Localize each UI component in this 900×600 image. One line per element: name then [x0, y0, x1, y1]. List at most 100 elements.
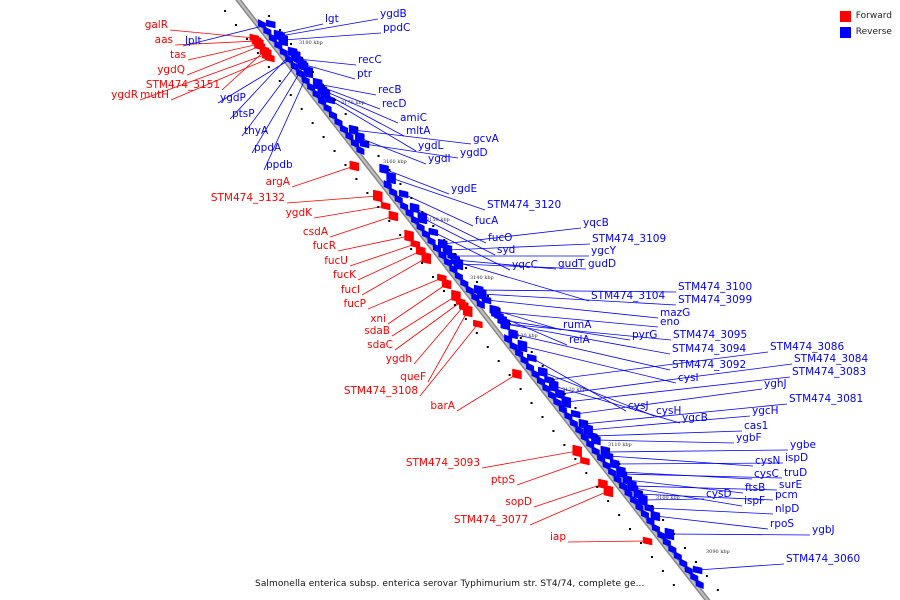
- gene-label: ygbJ: [812, 524, 835, 536]
- leader-line: [353, 129, 472, 145]
- forward-gene-mark: [462, 304, 473, 318]
- locus-marker: [224, 10, 227, 12]
- locus-marker: [475, 332, 478, 334]
- locus-marker: [541, 365, 544, 367]
- gene-label: STM474_3092: [672, 359, 746, 371]
- leader-line: [583, 403, 788, 425]
- locus-marker: [421, 211, 424, 213]
- gene-label: STM474_3151: [146, 79, 220, 91]
- gene-label: mazG: [660, 307, 690, 319]
- locus-marker: [530, 351, 533, 353]
- gene-label: ygdQ: [157, 64, 185, 76]
- gene-label: cysC: [754, 468, 779, 480]
- locus-marker: [388, 220, 391, 222]
- leader-line: [387, 283, 447, 325]
- forward-swatch: [839, 10, 851, 22]
- gene-label: STM474_3095: [673, 329, 747, 341]
- locus-marker: [235, 24, 238, 26]
- locus-marker: [322, 85, 325, 87]
- locus-marker: [497, 309, 500, 311]
- locus-marker: [268, 15, 271, 17]
- gene-label: fucA: [475, 215, 499, 227]
- gene-label: STM474_3094: [672, 343, 746, 355]
- gene-label: ygdK: [286, 207, 314, 219]
- gene-label: ygdE: [451, 183, 477, 195]
- locus-marker: [716, 589, 719, 591]
- leader-line: [458, 263, 587, 270]
- locus-marker: [399, 183, 402, 185]
- locus-marker: [442, 290, 445, 292]
- gene-label: ygbe: [790, 439, 816, 451]
- leader-line: [391, 295, 457, 337]
- leader-line: [548, 351, 769, 381]
- leader-line: [533, 483, 604, 508]
- gene-label: ygbF: [736, 432, 762, 444]
- gene-label: queF: [400, 371, 426, 383]
- gene-label: syd: [497, 244, 515, 256]
- locus-marker: [661, 570, 664, 572]
- locus-marker: [421, 262, 424, 264]
- kbp-tick-label: 3180 kbp: [299, 40, 323, 46]
- locus-marker: [377, 206, 380, 208]
- leader-line: [522, 345, 677, 384]
- gene-label: ptpS: [491, 474, 515, 486]
- locus-marker: [574, 407, 577, 409]
- leader-line: [481, 450, 578, 469]
- gene-label: STM474_3109: [592, 233, 666, 245]
- locus-marker: [486, 346, 489, 348]
- gene-label: fucI: [341, 284, 360, 296]
- gene-label: gcvA: [473, 133, 500, 145]
- locus-marker: [596, 486, 599, 488]
- leader-line: [605, 449, 789, 453]
- leader-line: [322, 89, 399, 124]
- legend-reverse: Reverse: [839, 24, 892, 40]
- forward-gene-mark: [265, 53, 275, 63]
- leader-line: [566, 376, 791, 403]
- locus-marker: [399, 234, 402, 236]
- forward-gene-mark: [580, 456, 590, 466]
- locus-marker: [333, 150, 336, 152]
- gene-label: STM474_3083: [792, 366, 866, 378]
- leader-line: [329, 99, 417, 152]
- gene-label: galR: [145, 19, 168, 31]
- reverse-gene-mark: [386, 171, 396, 185]
- leader-line: [588, 415, 751, 431]
- reverse-gene-mark: [356, 145, 365, 155]
- locus-marker: [585, 472, 588, 474]
- locus-marker: [311, 122, 314, 124]
- gene-label: ispF: [744, 495, 765, 507]
- gene-label: sdaC: [367, 339, 393, 351]
- gene-label: fucO: [488, 232, 512, 244]
- leader-line: [313, 205, 386, 219]
- legend-forward: Forward: [839, 8, 892, 24]
- gene-label: ygcY: [591, 245, 617, 257]
- gene-label: aas: [155, 34, 173, 46]
- leader-line: [638, 493, 774, 501]
- locus-marker: [508, 323, 511, 325]
- leader-line: [337, 235, 410, 252]
- leader-line: [478, 289, 677, 293]
- legend-reverse-label: Reverse: [855, 27, 892, 37]
- leader-line: [359, 137, 427, 165]
- reverse-swatch: [839, 26, 851, 38]
- gene-label: recB: [378, 84, 402, 96]
- kbp-tick-label: 3160 kbp: [383, 159, 407, 165]
- leader-line: [280, 18, 379, 37]
- leader-line: [394, 301, 461, 351]
- reverse-gene-mark: [398, 189, 409, 199]
- locus-marker: [683, 547, 686, 549]
- leader-line: [361, 257, 427, 296]
- locus-marker: [464, 318, 467, 320]
- locus-marker: [650, 556, 653, 558]
- gene-label: relA: [569, 334, 590, 346]
- gene-label: STM474_3060: [786, 553, 860, 565]
- locus-marker: [607, 500, 610, 502]
- gene-label: mltA: [406, 125, 431, 137]
- kbp-tick-label: 3140 kbp: [470, 275, 494, 281]
- gene-label: ppdC: [383, 22, 410, 34]
- gene-label: surE: [779, 479, 802, 491]
- reverse-gene-mark: [570, 409, 581, 419]
- gene-label: tas: [170, 49, 186, 61]
- locus-marker: [267, 66, 270, 68]
